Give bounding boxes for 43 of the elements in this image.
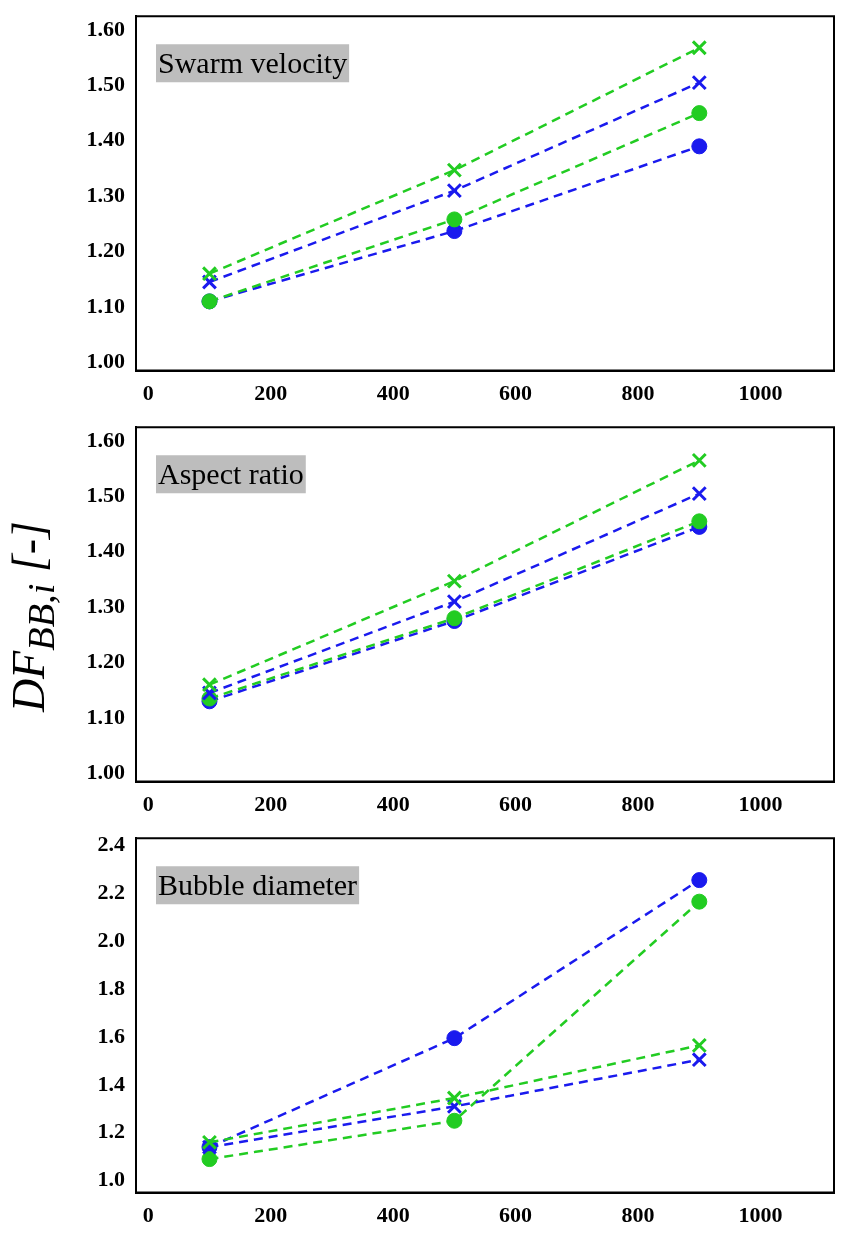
y-tick-label: 1.40 — [86, 126, 125, 152]
y-tick-label: 2.2 — [97, 878, 125, 904]
y-tick-label: 1.60 — [86, 15, 125, 41]
y-tick-label: 1.6 — [97, 1022, 125, 1048]
x-tick-label: 0 — [142, 380, 154, 406]
x-tick-label: 200 — [254, 380, 288, 406]
y-tick-label: 1.30 — [86, 181, 125, 207]
y-tick-label: 1.40 — [86, 537, 125, 563]
y-tick-label: 2.4 — [97, 831, 125, 857]
y-tick-label: 1.20 — [86, 237, 125, 263]
y-tick-label: 1.10 — [86, 292, 125, 318]
y-tick-label: 1.20 — [86, 648, 125, 674]
x-tick-label: 0 — [142, 791, 154, 817]
x-tick-label: 0 — [142, 1202, 154, 1228]
x-tick-label: 200 — [254, 791, 288, 817]
x-tick-label: 800 — [621, 1202, 655, 1228]
y-tick-label: 1.00 — [86, 347, 125, 373]
x-tick-label: 600 — [499, 380, 533, 406]
x-tick-label: 1000 — [738, 1202, 783, 1228]
text: Aspect ratio — [158, 457, 304, 491]
x-tick-label: 400 — [376, 1202, 410, 1228]
x-tick-label: 200 — [254, 1202, 288, 1228]
y-tick-label: 2.0 — [97, 926, 125, 952]
y-tick-label: 1.0 — [97, 1166, 125, 1192]
x-tick-label: 400 — [376, 791, 410, 817]
y-tick-label: 1.2 — [97, 1118, 125, 1144]
x-tick-label: 800 — [621, 791, 655, 817]
text: Bubble diameter — [158, 868, 358, 902]
x-tick-label: 800 — [621, 380, 655, 406]
x-tick-label: 1000 — [738, 380, 783, 406]
y-tick-label: 1.8 — [97, 974, 125, 1000]
y-tick-label: 1.30 — [86, 592, 125, 618]
y-tick-label: 1.10 — [86, 703, 125, 729]
x-tick-label: 400 — [376, 380, 410, 406]
x-tick-label: 600 — [499, 1202, 533, 1228]
x-tick-label: 1000 — [738, 791, 783, 817]
y-tick-label: 1.60 — [86, 426, 125, 452]
x-tick-label: 600 — [499, 791, 533, 817]
y-tick-label: 1.00 — [86, 758, 125, 784]
y-tick-label: 1.50 — [86, 71, 125, 97]
text: Swarm velocity — [158, 46, 348, 80]
y-tick-label: 1.4 — [97, 1070, 125, 1096]
y-tick-label: 1.50 — [86, 482, 125, 508]
